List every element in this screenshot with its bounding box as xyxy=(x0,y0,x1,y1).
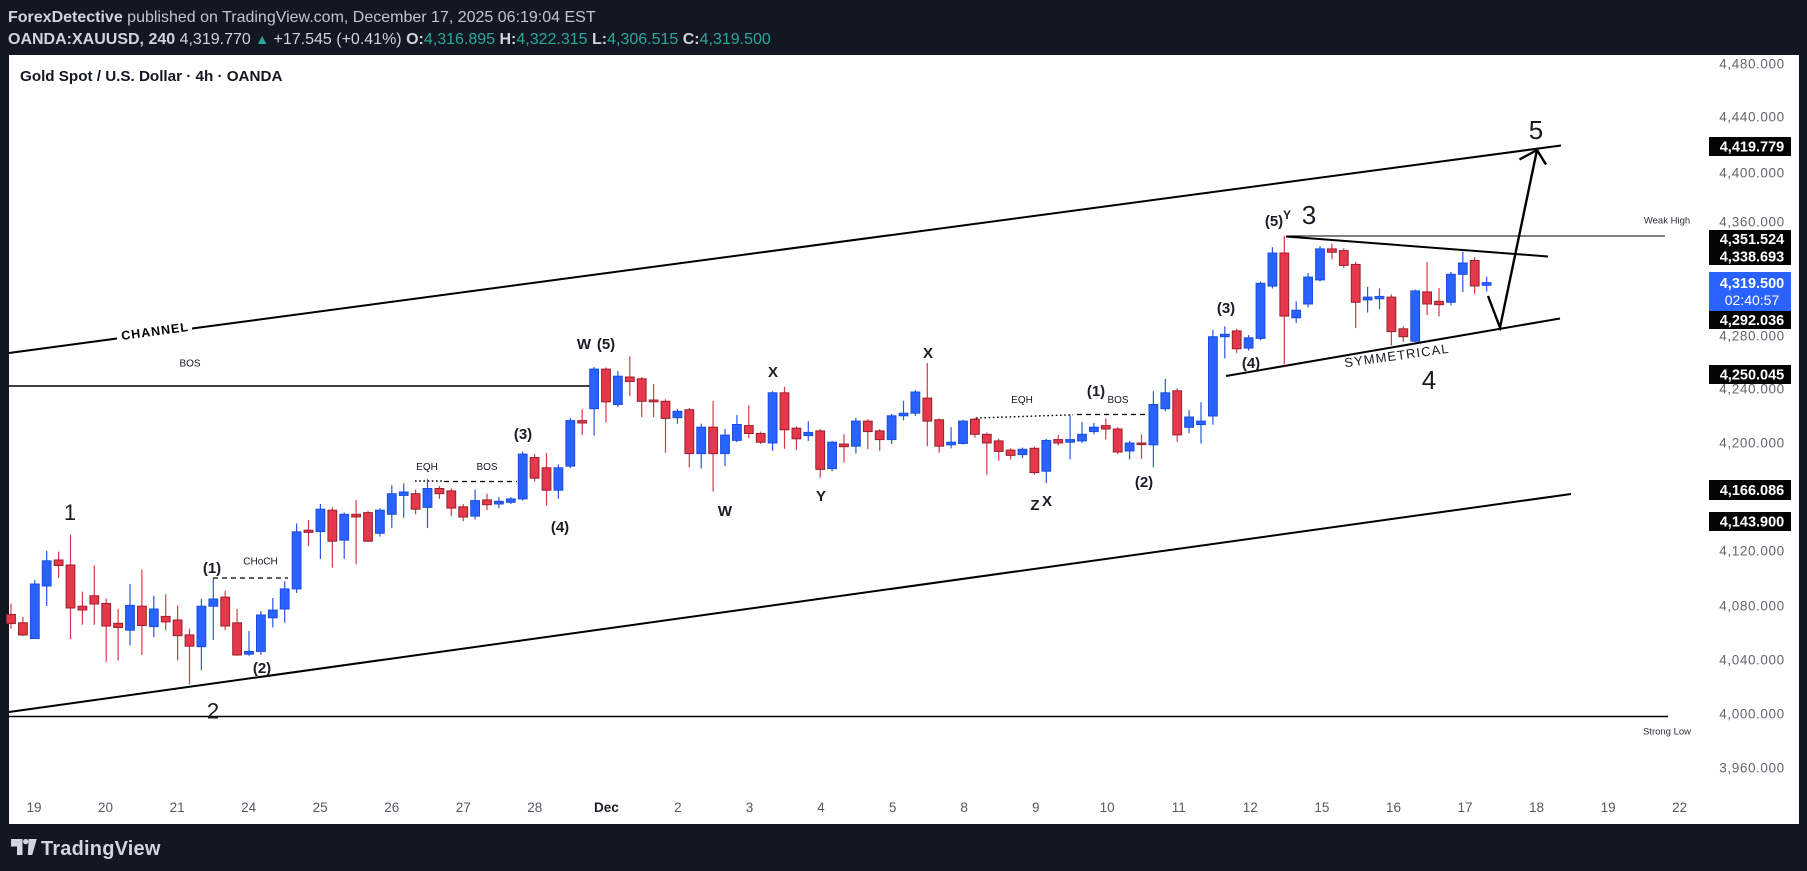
svg-text:EQH: EQH xyxy=(1011,395,1033,406)
svg-text:(4): (4) xyxy=(551,519,569,536)
svg-text:5: 5 xyxy=(1529,115,1543,145)
svg-text:4,166.086: 4,166.086 xyxy=(1720,483,1785,499)
svg-text:3,960.000: 3,960.000 xyxy=(1719,761,1784,776)
svg-text:1: 1 xyxy=(64,500,76,525)
svg-text:4,319.500: 4,319.500 xyxy=(1720,276,1785,292)
svg-text:4,419.779: 4,419.779 xyxy=(1720,140,1785,156)
svg-text:4,240.000: 4,240.000 xyxy=(1719,382,1784,397)
svg-text:8: 8 xyxy=(960,800,968,815)
svg-text:BOS: BOS xyxy=(476,462,497,473)
svg-text:W: W xyxy=(718,503,733,520)
svg-text:(2): (2) xyxy=(253,660,271,677)
svg-text:X: X xyxy=(923,345,933,362)
svg-text:26: 26 xyxy=(384,800,399,815)
svg-text:25: 25 xyxy=(313,800,328,815)
svg-text:4,280.000: 4,280.000 xyxy=(1719,329,1784,344)
svg-text:EQH: EQH xyxy=(416,462,438,473)
svg-text:X: X xyxy=(1042,493,1052,510)
svg-text:12: 12 xyxy=(1243,800,1258,815)
svg-text:28: 28 xyxy=(527,800,542,815)
svg-text:BOS: BOS xyxy=(179,359,200,370)
svg-text:5: 5 xyxy=(889,800,897,815)
svg-text:4,143.900: 4,143.900 xyxy=(1720,515,1785,531)
svg-text:Y: Y xyxy=(1283,208,1291,222)
svg-text:2: 2 xyxy=(207,699,219,724)
svg-text:4: 4 xyxy=(1422,365,1436,395)
svg-text:21: 21 xyxy=(170,800,185,815)
svg-text:10: 10 xyxy=(1100,800,1115,815)
svg-text:18: 18 xyxy=(1529,800,1544,815)
svg-text:Gold Spot / U.S. Dollar · 4h ·: Gold Spot / U.S. Dollar · 4h · OANDA xyxy=(20,68,282,85)
svg-text:02:40:57: 02:40:57 xyxy=(1725,292,1780,308)
svg-text:ForexDetective published on Tr: ForexDetective published on TradingView.… xyxy=(8,9,596,26)
svg-text:TradingView: TradingView xyxy=(41,838,161,860)
svg-text:(4): (4) xyxy=(1242,355,1260,372)
svg-text:W: W xyxy=(577,336,592,353)
svg-text:11: 11 xyxy=(1172,800,1186,815)
svg-text:19: 19 xyxy=(1601,800,1616,815)
svg-text:BOS: BOS xyxy=(1107,395,1128,406)
svg-text:OANDA:XAUUSD, 240 4,319.770 ▲: OANDA:XAUUSD, 240 4,319.770 ▲ +17.545 (+… xyxy=(8,31,771,48)
svg-text:(5): (5) xyxy=(1265,213,1283,230)
svg-text:3: 3 xyxy=(746,800,754,815)
svg-text:4,480.000: 4,480.000 xyxy=(1719,57,1784,72)
svg-text:16: 16 xyxy=(1386,800,1401,815)
svg-text:2: 2 xyxy=(674,800,682,815)
svg-text:(2): (2) xyxy=(1135,474,1153,491)
svg-text:20: 20 xyxy=(98,800,113,815)
svg-text:(1): (1) xyxy=(1087,383,1105,400)
svg-text:3: 3 xyxy=(1302,200,1316,230)
svg-text:4,120.000: 4,120.000 xyxy=(1719,544,1784,559)
svg-text:(3): (3) xyxy=(1217,300,1235,317)
svg-text:CHoCH: CHoCH xyxy=(243,557,277,568)
svg-text:27: 27 xyxy=(456,800,471,815)
svg-text:(1): (1) xyxy=(203,560,221,577)
svg-text:19: 19 xyxy=(26,800,41,815)
svg-text:X: X xyxy=(768,364,778,381)
svg-text:17: 17 xyxy=(1457,800,1472,815)
svg-text:Z: Z xyxy=(1030,497,1039,514)
svg-text:4,000.000: 4,000.000 xyxy=(1719,707,1784,722)
svg-text:Weak High: Weak High xyxy=(1644,216,1690,227)
svg-text:15: 15 xyxy=(1314,800,1329,815)
svg-text:22: 22 xyxy=(1672,800,1687,815)
svg-text:24: 24 xyxy=(241,800,257,815)
svg-text:4,440.000: 4,440.000 xyxy=(1719,110,1784,125)
svg-text:Y: Y xyxy=(816,488,826,505)
svg-text:4,360.000: 4,360.000 xyxy=(1719,215,1784,230)
svg-text:4,351.524: 4,351.524 xyxy=(1720,232,1785,248)
svg-text:4,338.693: 4,338.693 xyxy=(1720,250,1785,266)
svg-text:4,200.000: 4,200.000 xyxy=(1719,436,1784,451)
svg-text:4,250.045: 4,250.045 xyxy=(1720,368,1785,384)
svg-text:4,040.000: 4,040.000 xyxy=(1719,653,1784,668)
svg-text:(3): (3) xyxy=(514,426,532,443)
svg-text:4: 4 xyxy=(817,800,825,815)
svg-text:4,400.000: 4,400.000 xyxy=(1719,166,1784,181)
svg-text:4,292.036: 4,292.036 xyxy=(1720,313,1785,329)
svg-text:(5): (5) xyxy=(597,336,615,353)
svg-text:9: 9 xyxy=(1032,800,1040,815)
svg-text:4,080.000: 4,080.000 xyxy=(1719,599,1784,614)
svg-text:Strong Low: Strong Low xyxy=(1643,727,1691,738)
svg-text:Dec: Dec xyxy=(594,800,619,815)
